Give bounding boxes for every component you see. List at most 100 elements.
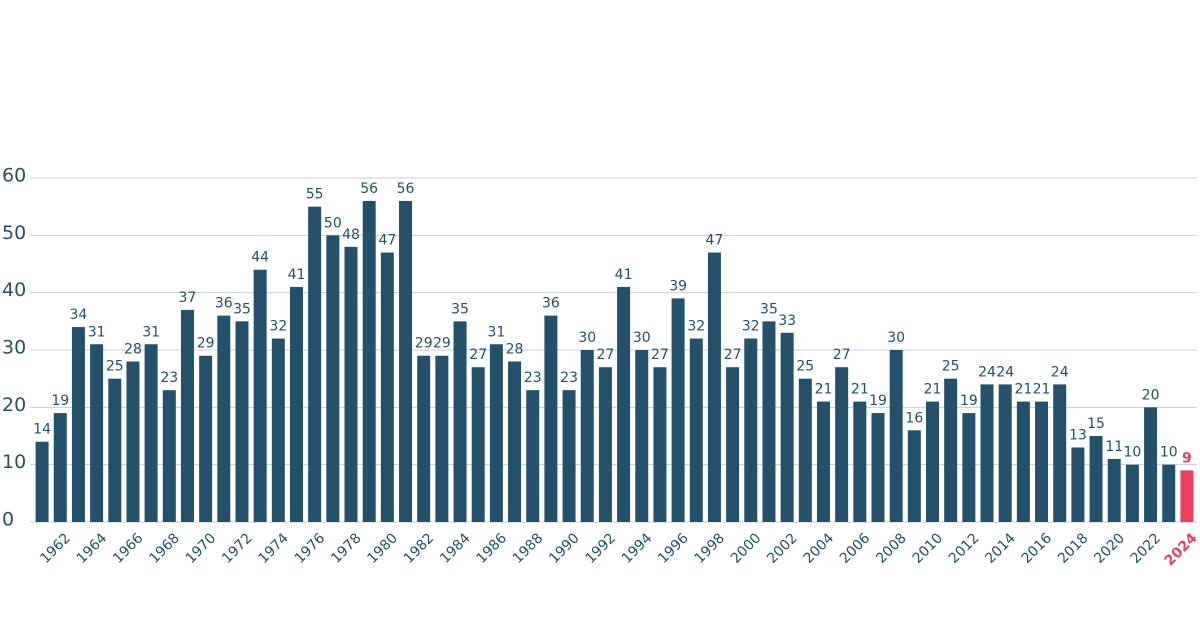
data-label: 9: [1182, 450, 1192, 466]
data-label: 56: [397, 181, 415, 197]
data-label: 27: [724, 347, 742, 363]
y-tick-label: 40: [2, 279, 26, 301]
y-tick-label: 50: [2, 222, 26, 244]
data-label: 32: [742, 319, 760, 335]
data-label: 24: [996, 364, 1014, 380]
x-tick-label: 2024: [1162, 530, 1200, 569]
data-label: 15: [1087, 416, 1105, 432]
bar: [289, 286, 303, 522]
bar: [453, 321, 467, 522]
data-label: 19: [960, 393, 978, 409]
y-tick-label: 0: [2, 509, 14, 531]
bar: [871, 413, 885, 522]
x-tick-label: 1976: [292, 530, 329, 567]
data-label: 30: [633, 330, 651, 346]
data-label: 27: [469, 347, 487, 363]
bar: [671, 298, 685, 522]
bar: [816, 401, 830, 522]
bar: [380, 252, 394, 523]
x-tick-label: 1988: [510, 530, 547, 567]
bar: [217, 315, 231, 522]
y-tick-label: 20: [2, 394, 26, 416]
x-tick-label: 2010: [910, 530, 947, 567]
x-tick-label: 1998: [692, 530, 729, 567]
bar: [508, 361, 522, 522]
bar: [526, 390, 540, 522]
x-tick-label: 2004: [801, 530, 838, 567]
x-tick-label: 2002: [764, 530, 801, 567]
bar: [853, 401, 867, 522]
data-label: 44: [251, 250, 269, 266]
data-label: 11: [1105, 439, 1123, 455]
data-label: 27: [651, 347, 669, 363]
bar: [1089, 436, 1103, 522]
bar: [362, 200, 376, 522]
data-label: 41: [288, 267, 306, 283]
bar: [1053, 384, 1067, 522]
x-tick-label: 2020: [1091, 530, 1128, 567]
data-label: 21: [1033, 382, 1051, 398]
bar: [344, 246, 358, 523]
x-tick-label: 1984: [437, 530, 474, 567]
data-label: 24: [1051, 364, 1069, 380]
bar: [71, 327, 85, 522]
x-tick-label: 1996: [655, 530, 692, 567]
bar: [762, 321, 776, 522]
bar: [726, 367, 740, 522]
bar: [1016, 401, 1030, 522]
bar: [962, 413, 976, 522]
bar: [635, 350, 649, 522]
bar: [780, 332, 794, 522]
data-label: 21: [924, 382, 942, 398]
bar: [562, 390, 576, 522]
data-label: 35: [233, 301, 251, 317]
x-tick-label: 1970: [183, 530, 220, 567]
bar: [907, 430, 921, 522]
bar: [798, 378, 812, 522]
data-label: 23: [160, 370, 178, 386]
x-tick-label: 1968: [146, 530, 183, 567]
bar: [889, 350, 903, 522]
bar: [1125, 464, 1139, 522]
data-label: 25: [942, 359, 960, 375]
data-label: 28: [124, 341, 142, 357]
data-label: 55: [306, 187, 324, 203]
bar: [326, 235, 340, 523]
data-label: 35: [451, 301, 469, 317]
bar: [598, 367, 612, 522]
bar: [544, 315, 558, 522]
data-label: 34: [70, 307, 88, 323]
bar: [944, 378, 958, 522]
bar: [1180, 470, 1194, 522]
y-tick-label: 10: [2, 451, 26, 473]
bar: [744, 338, 758, 522]
bar: [90, 344, 104, 522]
bar: [689, 338, 703, 522]
bar: [489, 344, 503, 522]
data-label: 39: [669, 278, 687, 294]
x-tick-label: 1974: [255, 530, 292, 567]
data-label: 32: [269, 319, 287, 335]
data-label: 48: [342, 227, 360, 243]
x-tick-label: 1990: [546, 530, 583, 567]
data-label: 14: [33, 422, 51, 438]
data-label: 33: [778, 313, 796, 329]
bar: [199, 355, 213, 522]
data-label: 25: [106, 359, 124, 375]
data-label: 36: [215, 296, 233, 312]
data-label: 23: [524, 370, 542, 386]
data-label: 35: [760, 301, 778, 317]
bar: [162, 390, 176, 522]
data-label: 21: [815, 382, 833, 398]
data-label: 47: [706, 233, 724, 249]
bar: [308, 206, 322, 522]
bar: [835, 367, 849, 522]
bar: [617, 286, 631, 522]
data-label: 32: [687, 319, 705, 335]
bar: [108, 378, 122, 522]
data-label: 50: [324, 215, 342, 231]
x-tick-label: 2006: [837, 530, 874, 567]
x-tick-label: 1980: [364, 530, 401, 567]
y-tick-label: 30: [2, 337, 26, 359]
